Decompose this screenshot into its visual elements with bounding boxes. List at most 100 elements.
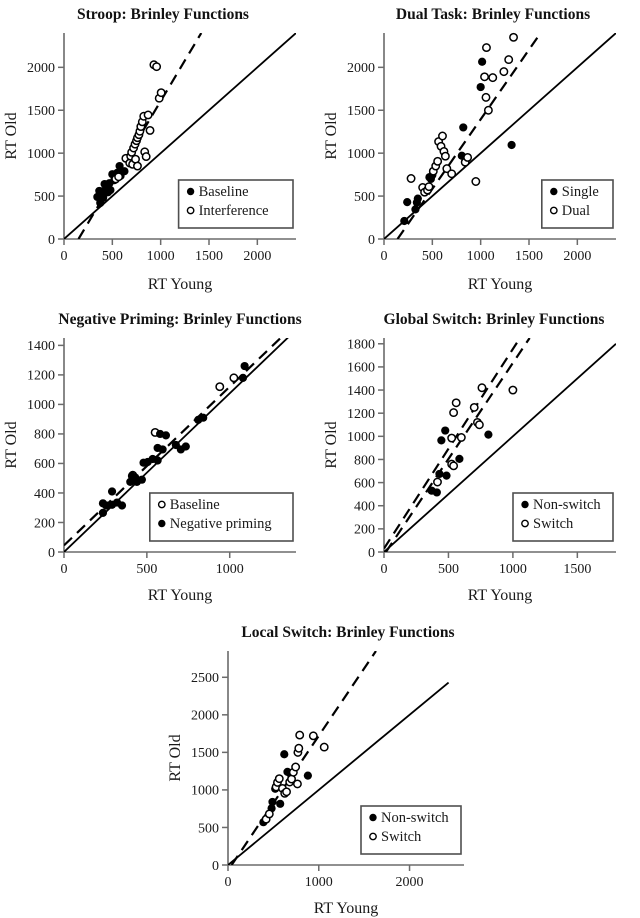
data-point-dual: [504, 55, 514, 65]
legend-marker-open-icon: [549, 206, 558, 215]
legend-marker-filled-icon: [186, 187, 195, 196]
legend-box: [149, 492, 294, 542]
y-axis-title: RT Old: [323, 112, 340, 159]
legend: Single Dual: [541, 179, 614, 229]
regression-lower-line: [385, 338, 531, 552]
data-point-interference: [114, 172, 124, 182]
x-tick-label: 500: [136, 562, 157, 577]
data-point-dual: [499, 67, 509, 77]
legend: Non-switch Switch: [360, 805, 462, 855]
points-layer: [93, 60, 166, 208]
x-tick-label: 1000: [147, 249, 175, 264]
stroop-plot: 0 500 1000 1500 2000 0 500 1000 1500 2000 Baseline…: [3, 33, 296, 293]
legend-marker-filled-icon: [521, 500, 529, 509]
data-point-baseline: [215, 382, 225, 392]
lines-layer: [228, 651, 450, 865]
data-point-dual: [480, 72, 489, 82]
x-axis-title: RT Young: [148, 587, 213, 604]
legend-marker-filled-icon: [158, 519, 166, 528]
y-tick-label: 1200: [347, 407, 375, 422]
data-point-switch: [433, 477, 442, 487]
data-point-switch: [294, 743, 304, 753]
data-point-negative-priming: [153, 456, 162, 465]
data-point-negative-priming: [107, 487, 117, 496]
data-point-dual: [463, 153, 473, 162]
data-point-switch: [474, 420, 484, 430]
x-tick-label: 1500: [515, 249, 543, 264]
data-point-non-switch: [437, 436, 446, 445]
data-point-dual: [433, 156, 443, 166]
x-axis-title: RT Young: [148, 276, 213, 293]
data-point-switch: [477, 383, 487, 393]
legend: Baseline Negative priming: [149, 492, 294, 542]
data-point-non-switch: [441, 426, 450, 435]
y-tick-label: 400: [34, 487, 55, 502]
data-point-dual: [488, 73, 498, 83]
chart-title: Negative Priming: Brinley Functions: [58, 311, 302, 328]
legend-marker-open-icon: [186, 206, 195, 215]
legend: Baseline Interference: [177, 179, 294, 229]
data-point-single: [413, 194, 422, 203]
y-tick-label: 800: [34, 428, 55, 443]
legend-box: [360, 805, 462, 855]
data-point-non-switch: [484, 430, 493, 439]
y-axis-title: RT Old: [3, 112, 20, 159]
legend-label: Switch: [533, 516, 574, 532]
data-point-interference: [143, 110, 153, 120]
data-point-switch: [449, 461, 459, 471]
points-layer: [98, 361, 249, 517]
x-tick-label: 1000: [305, 875, 333, 890]
y-tick-label: 200: [34, 516, 55, 531]
legend-marker-open-icon: [521, 519, 529, 528]
y-tick-label: 1000: [27, 398, 55, 413]
data-point-single: [403, 197, 412, 207]
data-point-negative-priming: [240, 361, 249, 371]
y-tick-label: 0: [368, 546, 375, 561]
x-tick-label: 500: [422, 249, 443, 264]
x-tick-label: 0: [61, 249, 68, 264]
data-point-non-switch: [303, 771, 312, 780]
x-axis-title: RT Young: [468, 276, 533, 293]
y-tick-label: 500: [198, 821, 219, 836]
points-layer: [427, 383, 518, 497]
data-point-non-switch: [442, 471, 451, 480]
y-tick-label: 1200: [27, 369, 55, 384]
data-point-switch: [308, 731, 318, 741]
y-tick-label: 1400: [347, 384, 375, 399]
data-point-interference: [133, 161, 142, 171]
lines-layer: [384, 338, 616, 552]
lines-layer: [384, 33, 616, 239]
data-point-switch: [291, 762, 301, 772]
x-axis-title: RT Young: [468, 587, 533, 604]
data-point-dual: [440, 151, 450, 161]
legend-label: Dual: [562, 203, 590, 219]
x-tick-label: 1000: [499, 562, 527, 577]
data-point-non-switch: [432, 488, 441, 497]
legend-marker-open-icon: [157, 500, 166, 509]
global-switch-plot: 0 500 1000 1500 0 200 400 600 800 1000 1200 1400 160…: [323, 338, 616, 604]
data-point-interference: [141, 152, 151, 162]
y-tick-label: 1500: [27, 104, 55, 119]
y-tick-label: 1400: [27, 339, 55, 354]
legend: Non-switch Switch: [512, 492, 614, 542]
data-point-non-switch: [276, 799, 285, 808]
data-point-single: [478, 57, 487, 66]
dual-task-plot: 0 500 1000 1500 2000 0 500 1000 1500 2000 Single Du…: [323, 32, 616, 293]
data-point-single: [400, 216, 409, 226]
chart-title: Dual Task: Brinley Functions: [395, 6, 591, 23]
y-tick-label: 1800: [347, 338, 375, 353]
y-tick-label: 1500: [191, 746, 219, 761]
data-point-interference: [152, 62, 162, 72]
data-point-negative-priming: [161, 431, 171, 440]
data-point-negative-priming: [181, 442, 190, 451]
data-point-switch: [295, 730, 305, 740]
y-tick-label: 1000: [347, 430, 375, 445]
data-point-negative-priming: [137, 475, 146, 484]
x-tick-label: 2000: [563, 249, 591, 264]
y-tick-label: 1600: [347, 361, 375, 376]
x-tick-label: 1500: [195, 249, 223, 264]
legend-marker-open-icon: [369, 832, 377, 841]
legend-box: [177, 179, 294, 229]
y-tick-label: 500: [354, 190, 375, 205]
